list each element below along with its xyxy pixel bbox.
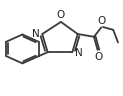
Text: N: N <box>32 29 40 39</box>
Text: O: O <box>98 16 106 26</box>
Text: N: N <box>75 48 83 58</box>
Text: O: O <box>94 52 102 62</box>
Text: O: O <box>57 10 65 20</box>
